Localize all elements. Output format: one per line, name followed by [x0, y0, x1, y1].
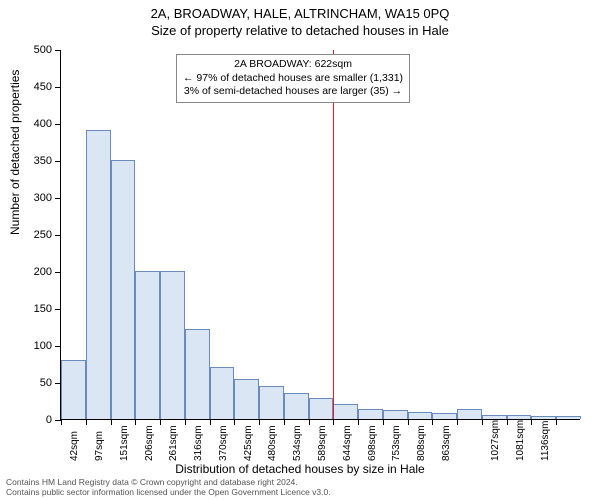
x-tick-label: 753sqm	[391, 425, 402, 461]
footer-attribution: Contains HM Land Registry data © Crown c…	[6, 477, 331, 498]
x-tick	[185, 419, 186, 425]
x-tick	[531, 419, 532, 425]
histogram-bar	[383, 410, 408, 419]
y-tick	[55, 198, 61, 199]
x-tick	[284, 419, 285, 425]
x-tick	[135, 419, 136, 425]
x-axis-title: Distribution of detached houses by size …	[0, 462, 600, 476]
x-tick-label: 1081sqm	[515, 420, 526, 461]
y-tick-label: 0	[46, 414, 52, 426]
x-tick	[61, 419, 62, 425]
x-tick-label: 589sqm	[317, 425, 328, 461]
histogram-bar	[61, 360, 86, 419]
x-tick	[111, 419, 112, 425]
x-tick-label: 1136sqm	[540, 421, 551, 461]
x-tick-label: 698sqm	[367, 425, 378, 461]
x-tick	[432, 419, 433, 425]
x-tick-label: 425sqm	[243, 425, 254, 461]
x-tick	[482, 419, 483, 425]
x-tick	[556, 419, 557, 425]
histogram-bar	[507, 415, 532, 419]
y-tick-label: 250	[34, 229, 52, 241]
x-tick	[358, 419, 359, 425]
histogram-bar	[408, 412, 433, 419]
x-tick-label: 151sqm	[119, 425, 130, 461]
histogram-bar	[432, 413, 457, 419]
y-tick-label: 450	[34, 81, 52, 93]
y-tick	[55, 161, 61, 162]
histogram-bar	[185, 329, 210, 419]
x-tick-label: 97sqm	[94, 431, 105, 461]
property-marker-line	[333, 50, 334, 419]
x-tick	[86, 419, 87, 425]
histogram-bar	[284, 393, 309, 419]
x-tick	[309, 419, 310, 425]
y-tick-label: 50	[40, 377, 52, 389]
x-tick	[210, 419, 211, 425]
x-tick	[234, 419, 235, 425]
histogram-bar	[457, 409, 482, 419]
histogram-chart: 05010015020025030035040045050042sqm97sqm…	[60, 50, 580, 420]
histogram-bar	[259, 386, 284, 419]
x-tick	[408, 419, 409, 425]
x-tick-label: 316sqm	[193, 425, 204, 461]
y-tick-label: 400	[34, 118, 52, 130]
footer-line-2: Contains public sector information licen…	[6, 487, 331, 498]
x-tick-label: 534sqm	[292, 425, 303, 461]
histogram-bar	[135, 271, 160, 419]
y-tick-label: 500	[34, 44, 52, 56]
histogram-bar	[309, 398, 334, 419]
x-tick	[259, 419, 260, 425]
histogram-bar	[333, 404, 358, 419]
y-tick-label: 100	[34, 340, 52, 352]
histogram-bar	[234, 379, 259, 419]
x-tick-label: 370sqm	[218, 425, 229, 461]
x-tick	[333, 419, 334, 425]
y-tick-label: 350	[34, 155, 52, 167]
x-tick-label: 480sqm	[267, 425, 278, 461]
y-tick	[55, 272, 61, 273]
x-tick-label: 1027sqm	[490, 420, 501, 461]
x-tick	[457, 419, 458, 425]
y-tick	[55, 124, 61, 125]
annotation-line: ← 97% of detached houses are smaller (1,…	[183, 72, 403, 86]
x-tick-label: 644sqm	[342, 425, 353, 461]
histogram-bar	[482, 415, 507, 419]
x-tick-label: 863sqm	[441, 425, 452, 461]
page-title: 2A, BROADWAY, HALE, ALTRINCHAM, WA15 0PQ	[0, 0, 600, 21]
y-tick-label: 300	[34, 192, 52, 204]
chart-subtitle: Size of property relative to detached ho…	[0, 21, 600, 38]
x-tick-label: 42sqm	[69, 431, 80, 461]
histogram-bar	[210, 367, 235, 419]
x-tick-label: 261sqm	[168, 425, 179, 461]
x-tick-label: 808sqm	[416, 425, 427, 461]
footer-line-1: Contains HM Land Registry data © Crown c…	[6, 477, 331, 488]
histogram-bar	[86, 130, 111, 419]
y-tick	[55, 87, 61, 88]
y-tick	[55, 50, 61, 51]
y-tick-label: 150	[34, 303, 52, 315]
annotation-box: 2A BROADWAY: 622sqm← 97% of detached hou…	[176, 54, 410, 103]
x-tick	[383, 419, 384, 425]
x-tick-label: 206sqm	[144, 425, 155, 461]
histogram-bar	[111, 160, 136, 419]
y-tick-label: 200	[34, 266, 52, 278]
y-axis-title: Number of detached properties	[8, 70, 22, 235]
x-tick	[507, 419, 508, 425]
y-tick	[55, 235, 61, 236]
histogram-bar	[160, 271, 185, 419]
histogram-bar	[556, 416, 581, 419]
histogram-bar	[531, 416, 556, 419]
annotation-line: 3% of semi-detached houses are larger (3…	[183, 85, 403, 99]
histogram-bar	[358, 409, 383, 419]
y-tick	[55, 346, 61, 347]
y-tick	[55, 309, 61, 310]
x-tick	[160, 419, 161, 425]
annotation-line: 2A BROADWAY: 622sqm	[183, 58, 403, 72]
